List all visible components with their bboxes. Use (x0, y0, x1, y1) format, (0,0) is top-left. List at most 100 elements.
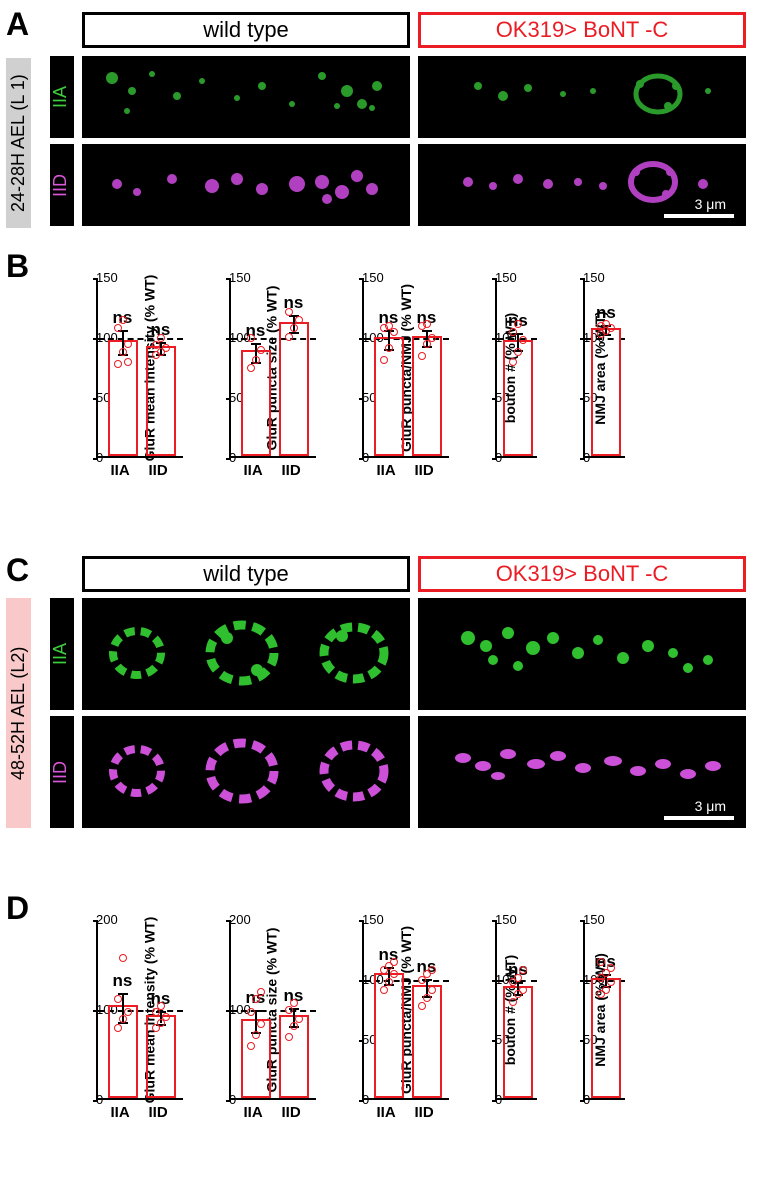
data-point (380, 356, 388, 364)
bar (503, 340, 533, 456)
data-point (295, 1015, 303, 1023)
bar-chart: bouton # (% WT)050100150ns (469, 920, 539, 1155)
data-point (252, 995, 260, 1003)
chart-row-d: GluR mean intensity (% WT)0100200nsIIAns… (70, 920, 627, 1155)
x-tick-label: IID (415, 462, 434, 479)
data-point (285, 1033, 293, 1041)
data-point (385, 322, 393, 330)
chart-row-b: GluR mean intensity (% WT)050100150nsIIA… (70, 278, 627, 513)
data-point (257, 988, 265, 996)
data-point (285, 1006, 293, 1014)
header-row-c: wild type OK319> BoNT -C (82, 556, 746, 592)
data-point (607, 964, 615, 972)
scale-text-a: 3 μm (695, 196, 726, 212)
data-point (428, 986, 436, 994)
data-point (162, 344, 170, 352)
data-point (157, 1002, 165, 1010)
data-point (114, 324, 122, 332)
data-point (124, 1008, 132, 1016)
data-point (119, 316, 127, 324)
plot-area: 0100200nsIIAnsIID (96, 920, 183, 1100)
header-bont-c: OK319> BoNT -C (418, 556, 746, 592)
data-point (509, 998, 517, 1006)
data-point (252, 1031, 260, 1039)
data-point (124, 358, 132, 366)
scale-text-c: 3 μm (695, 798, 726, 814)
bar (412, 985, 442, 1098)
bar (279, 322, 309, 456)
bar-chart: GluR puncta size (% WT)050100150nsIIAnsI… (203, 278, 318, 513)
data-point (157, 334, 165, 342)
data-point (519, 986, 527, 994)
chan-iia-a: IIA (50, 56, 74, 138)
plot-area: 050100150ns (495, 920, 537, 1100)
bar-chart: bouton # (% WT)050100150ns (469, 278, 539, 513)
data-point (380, 986, 388, 994)
plot-area: 050100150nsIIAnsIID (96, 278, 183, 458)
data-point (418, 1002, 426, 1010)
data-point (290, 999, 298, 1007)
data-point (385, 344, 393, 352)
x-tick-label: IIA (244, 1104, 263, 1121)
data-point (119, 954, 127, 962)
bar-chart: NMJ area (% WT)050100150ns (557, 278, 627, 513)
data-point (247, 364, 255, 372)
bar-chart: NMJ area (% WT)050100150ns (557, 920, 627, 1155)
data-point (114, 1024, 122, 1032)
x-tick-label: IID (282, 1104, 301, 1121)
data-point (119, 348, 127, 356)
data-point (162, 1013, 170, 1021)
x-tick-label: IID (415, 1104, 434, 1121)
header-bont-a: OK319> BoNT -C (418, 12, 746, 48)
micro-a-wt-iia (82, 56, 410, 138)
data-point (285, 333, 293, 341)
data-point (247, 1042, 255, 1050)
data-point (390, 970, 398, 978)
scale-bar-c (664, 816, 734, 820)
data-point (285, 308, 293, 316)
bar (412, 336, 442, 456)
micro-a-bont-iid: 3 μm (418, 144, 746, 226)
data-point (247, 1008, 255, 1016)
bar (591, 978, 621, 1098)
data-point (602, 986, 610, 994)
micro-a-bont-iia (418, 56, 746, 138)
plot-area: 050100150ns (583, 920, 625, 1100)
data-point (509, 358, 517, 366)
bar (374, 973, 404, 1098)
data-point (418, 352, 426, 360)
data-point (423, 320, 431, 328)
sig-label: ns (113, 971, 133, 991)
bar-chart: GluR puncta/NMJ (% WT)050100150nsIIAnsII… (336, 920, 451, 1155)
panel-d-label: D (6, 890, 29, 927)
bar (591, 328, 621, 456)
data-point (124, 340, 132, 348)
plot-area: 050100150nsIIAnsIID (362, 278, 449, 458)
x-tick-label: IIA (377, 1104, 396, 1121)
plot-area: 050100150ns (495, 278, 537, 458)
micro-c-wt-iid (82, 716, 410, 828)
data-point (152, 341, 160, 349)
bar-chart: GluR mean intensity (% WT)0100200nsIIAns… (70, 920, 185, 1155)
bar-chart: GluR puncta size (% WT)0100200nsIIAnsIID (203, 920, 318, 1155)
plot-area: 050100150nsIIAnsIID (362, 920, 449, 1100)
bar (146, 346, 176, 456)
plot-area: 0100200nsIIAnsIID (229, 920, 316, 1100)
x-tick-label: IIA (377, 462, 396, 479)
x-tick-label: IIA (111, 1104, 130, 1121)
chan-iia-c: IIA (50, 598, 74, 710)
bar (374, 337, 404, 456)
chan-iid-a: IID (50, 144, 74, 226)
plot-area: 050100150nsIIAnsIID (229, 278, 316, 458)
data-point (252, 356, 260, 364)
bar (503, 986, 533, 1098)
micro-a-wt-iid (82, 144, 410, 226)
micro-c-wt-iia (82, 598, 410, 710)
data-point (295, 316, 303, 324)
micro-c-bont-iid: 3 μm (418, 716, 746, 828)
data-point (385, 978, 393, 986)
bar (108, 340, 138, 456)
data-point (514, 974, 522, 982)
x-tick-label: IID (282, 462, 301, 479)
header-wt-c: wild type (82, 556, 410, 592)
